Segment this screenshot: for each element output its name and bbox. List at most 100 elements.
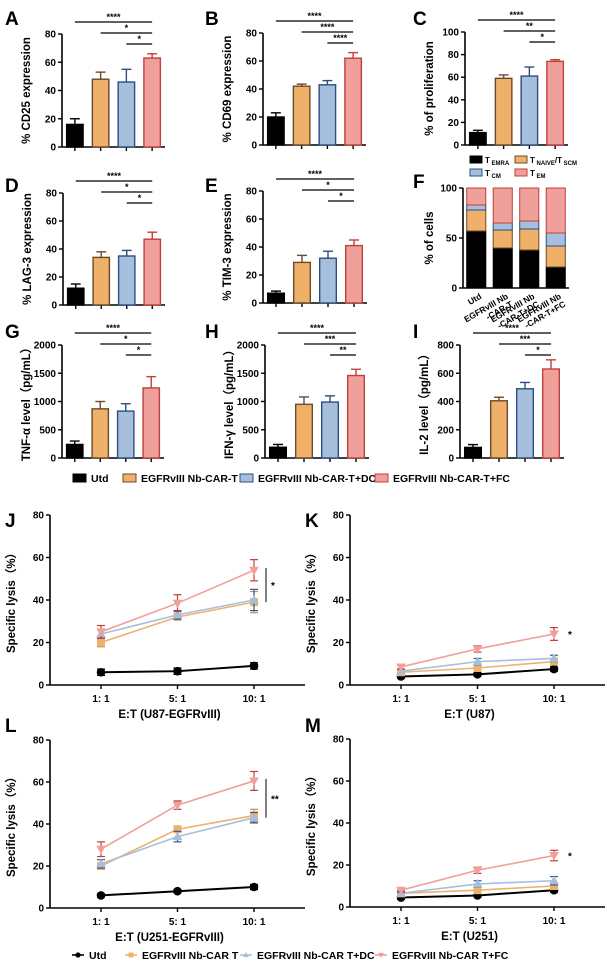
data-point (249, 777, 259, 786)
legend-swatch (122, 473, 137, 483)
bar-egfrviii-nb-car-t-dc (117, 81, 136, 148)
bar-utd (65, 443, 84, 459)
legend-swatch (469, 168, 483, 177)
y-axis-label: IL-2 level（pg/mL） (417, 348, 431, 455)
panel-letter: G (5, 322, 20, 343)
y-tick-label: 80 (246, 29, 258, 40)
y-tick-label: 20 (333, 861, 345, 872)
y-tick-label: 500 (242, 425, 259, 436)
significance-label: **** (310, 323, 325, 333)
legend-label: T NAIVE/T SCM (530, 156, 577, 167)
x-tick-label: 10: 1 (543, 916, 566, 927)
y-tick-label: 0 (50, 143, 56, 154)
data-point (96, 628, 106, 637)
data-point (243, 951, 249, 958)
bar-egfrviii-nb-car-t (294, 403, 314, 459)
x-tick-label: 1: 1 (392, 694, 410, 705)
y-tick-label: 1500 (237, 369, 260, 380)
y-tick-label: 40 (333, 596, 345, 607)
stack-segment-t-naive-t-scm (492, 229, 513, 249)
data-point (396, 663, 406, 672)
legend-swatch (239, 473, 254, 483)
y-tick-label: 400 (437, 397, 454, 408)
data-point (173, 886, 182, 896)
data-point (249, 882, 259, 892)
panel-letter: E (205, 176, 218, 197)
panel-letter: I (413, 322, 418, 343)
panel-j: J 0 20 40 60 80 Specific lysis（%） 1: 1 5: 1 10: 1… (4, 511, 305, 721)
x-tick-label: 5: 1 (469, 694, 487, 705)
significance-label: **** (308, 169, 323, 179)
legend-label: T CM (485, 169, 501, 180)
data-point (128, 952, 134, 958)
bar-egfrviii-nb-car-t (91, 78, 110, 148)
stack-segment-t-emra (466, 230, 487, 289)
y-tick-label: 60 (448, 73, 460, 84)
panel-letter: A (5, 9, 19, 30)
y-tick-label: 20 (46, 273, 58, 284)
y-axis-label: TNF-α level（pg/mL） (19, 342, 33, 462)
legend-label: EGFRvIII Nb-CAR-T+DC (258, 473, 377, 485)
y-axis-label: Specific lysis（%） (304, 547, 318, 653)
data-point (549, 852, 559, 861)
y-tick-label: 60 (33, 778, 45, 789)
y-tick-label: 40 (448, 95, 460, 106)
y-tick-label: 100 (440, 184, 457, 195)
data-point (172, 609, 183, 619)
stack-segment-t-emra (492, 247, 513, 289)
legend-label: Utd (89, 950, 107, 962)
y-tick-label: 60 (333, 553, 345, 564)
line-legend: Utd EGFRvIII Nb-CAR T EGFRvIII Nb-CAR T+DC… (72, 950, 509, 962)
y-tick-label: 0 (453, 141, 459, 152)
x-tick-label: 10: 1 (243, 694, 266, 705)
y-tick-label: 60 (333, 777, 345, 788)
y-tick-label: 40 (33, 596, 45, 607)
y-tick-label: 0 (338, 681, 344, 692)
stack-segment-t-em (519, 187, 540, 222)
y-axis-label: % LAG-3 expression (22, 193, 34, 305)
significance-label: * (125, 23, 129, 33)
stack-legend: T EMRA T NAIVE/T SCM T CM T EM (469, 155, 577, 180)
panel-letter: F (413, 172, 425, 193)
y-axis-label: IFN-γ level（pg/mL） (222, 344, 236, 459)
bar-egfrviii-nb-car-t (91, 408, 110, 459)
significance-label: * (326, 180, 330, 190)
legend-swatch (374, 473, 389, 483)
y-tick-label: 40 (46, 245, 58, 256)
y-tick-label: 60 (46, 217, 58, 228)
stack-segment-t-em (492, 187, 513, 224)
significance-label: * (137, 34, 141, 44)
data-point (75, 952, 81, 958)
significance-label: **** (333, 33, 348, 43)
legend-swatch (72, 473, 87, 483)
y-axis-label: % of cells (424, 211, 436, 264)
significance-label: * (124, 334, 128, 344)
bar-egfrviii-nb-car-t (92, 256, 111, 306)
bar-utd (65, 123, 84, 148)
bar-egfrviii-nb-car-t-dc (318, 257, 338, 304)
y-tick-label: 800 (437, 341, 454, 352)
y-tick-label: 60 (45, 58, 57, 69)
x-axis-label: E:T (U87) (444, 709, 495, 721)
bar-utd (463, 446, 483, 459)
panel-k: K 0 20 40 60 80 Specific lysis（%） 1: 1 5: 1 10: 1… (304, 511, 605, 721)
legend-label: T EMRA (485, 156, 510, 167)
panel-letter: J (5, 511, 16, 532)
significance-label: **** (320, 22, 335, 32)
y-tick-label: 80 (46, 189, 58, 200)
data-point (96, 891, 106, 900)
panel-letter: L (5, 716, 17, 737)
stack-segment-t-cm (466, 204, 487, 211)
y-tick-label: 20 (246, 271, 258, 282)
panel-letter: K (305, 511, 319, 532)
y-tick-label: 60 (33, 553, 45, 564)
panel-m: M 0 20 40 60 80 Specific lysis（%） 1: 1 5: 1 10: 1… (304, 716, 605, 943)
x-tick-label: 1: 1 (392, 916, 410, 927)
y-tick-label: 50 (446, 234, 458, 245)
y-tick-label: 80 (333, 735, 345, 746)
significance-label: * (568, 630, 572, 641)
